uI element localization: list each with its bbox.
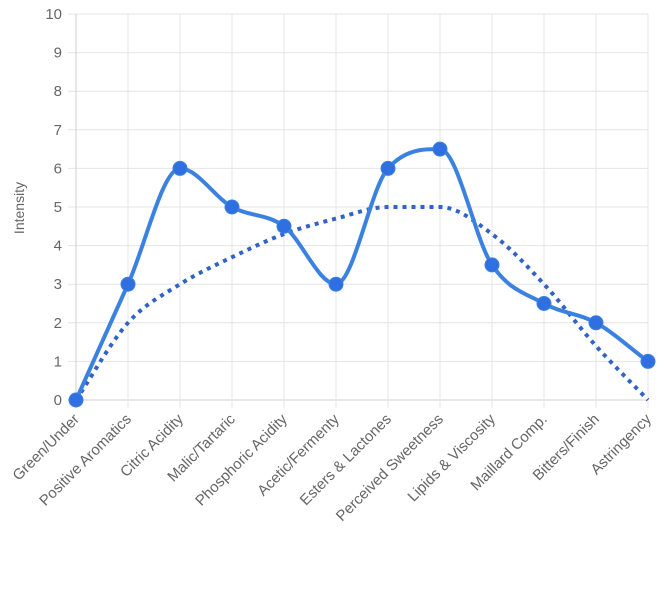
x-tick-label: Lipids & Viscosity (404, 410, 499, 505)
data-point[interactable] (224, 199, 240, 215)
data-point[interactable] (588, 315, 604, 331)
y-tick-label: 10 (45, 6, 62, 23)
data-point[interactable] (276, 218, 292, 234)
series-layer (68, 141, 656, 408)
y-tick-label: 9 (54, 45, 62, 62)
data-point[interactable] (328, 276, 344, 292)
x-tick-label: Positive Aromatics (36, 411, 135, 510)
data-point[interactable] (536, 296, 552, 311)
grid (68, 13, 649, 408)
data-point[interactable] (484, 257, 500, 273)
data-point[interactable] (380, 160, 396, 176)
y-tick-label: 3 (54, 276, 62, 293)
main-series-line (74, 147, 650, 401)
data-point[interactable] (640, 353, 656, 369)
y-axis-ticks: 0 1 2 3 4 5 6 7 8 9 10 (45, 6, 62, 409)
y-tick-label: 5 (54, 199, 62, 216)
y-tick-label: 2 (54, 315, 62, 332)
y-tick-label: 6 (54, 160, 62, 177)
y-tick-label: 0 (54, 392, 62, 409)
dotted-series-line (74, 204, 650, 402)
y-tick-label: 7 (54, 122, 62, 139)
y-tick-label: 8 (54, 83, 62, 100)
y-tick-label: 4 (54, 238, 62, 255)
data-point[interactable] (120, 276, 136, 292)
x-tick-label: Esters & Lactones (297, 411, 395, 509)
data-point[interactable] (432, 141, 448, 157)
x-tick-label: Phosphoric Acidity (192, 410, 291, 509)
y-axis-title: Intensity (11, 182, 27, 234)
data-point[interactable] (68, 392, 84, 408)
data-point[interactable] (172, 160, 188, 176)
y-tick-label: 1 (54, 353, 62, 370)
